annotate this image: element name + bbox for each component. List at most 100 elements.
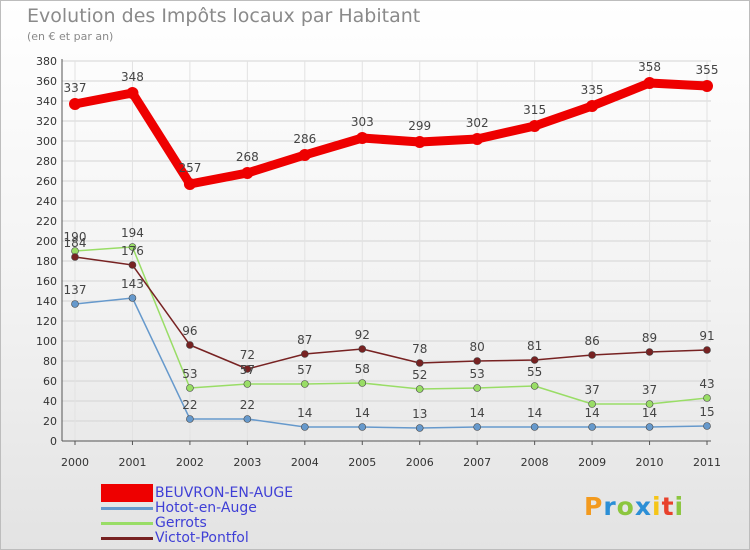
y-tick-label: 20 — [43, 415, 57, 428]
data-label: 53 — [470, 367, 485, 381]
data-label: 190 — [64, 230, 87, 244]
y-tick-label: 340 — [36, 95, 57, 108]
legend-label: Victot-Pontfol — [155, 530, 249, 546]
data-point — [530, 356, 539, 364]
data-point — [186, 384, 194, 392]
data-point — [415, 424, 424, 432]
logo-letter: x — [634, 492, 652, 521]
y-tick-label: 160 — [36, 275, 57, 288]
data-label: 78 — [412, 342, 427, 356]
legend-label: Hotot-en-Auge — [155, 500, 257, 516]
data-label: 52 — [412, 368, 427, 382]
data-point — [413, 136, 426, 148]
data-point — [358, 379, 367, 387]
data-labels: 337 348 257 268 286 303 299 302 315 335 358 355 137 1… — [64, 60, 719, 421]
y-tick-label: 300 — [36, 135, 57, 148]
logo-letter: P — [584, 492, 604, 521]
data-label: 337 — [64, 81, 87, 95]
data-point — [645, 348, 654, 356]
data-point — [358, 345, 367, 353]
data-point — [588, 351, 596, 359]
series-lines — [69, 77, 713, 432]
chart-title: Evolution des Impôts locaux par Habitant — [27, 5, 421, 27]
data-label: 315 — [523, 103, 546, 117]
data-label: 53 — [182, 367, 197, 381]
data-point — [128, 261, 137, 269]
data-label: 80 — [470, 340, 485, 354]
logo-letter: i — [652, 492, 662, 521]
x-tick-label: 2002 — [176, 456, 204, 469]
legend-label: BEUVRON-EN-AUGE — [155, 485, 294, 501]
data-point — [243, 365, 252, 373]
y-tick-label: 80 — [43, 355, 57, 368]
data-label: 55 — [527, 365, 542, 379]
data-label: 22 — [182, 398, 197, 412]
y-tick-label: 280 — [36, 155, 57, 168]
data-point — [473, 357, 481, 365]
data-point — [356, 132, 369, 144]
data-point — [298, 149, 311, 161]
data-label: 184 — [64, 236, 87, 250]
legend-swatch — [101, 484, 153, 502]
data-label: 57 — [297, 363, 312, 377]
data-label: 37 — [584, 383, 599, 397]
data-point — [71, 300, 79, 308]
data-point — [471, 133, 484, 145]
series-line-hotot-en-auge — [74, 297, 708, 429]
data-label: 89 — [642, 331, 657, 345]
y-tick-label: 200 — [36, 235, 57, 248]
data-point — [473, 423, 481, 431]
data-point — [415, 385, 424, 393]
series-line-beuvron-en-auge — [70, 78, 712, 189]
axes — [61, 59, 711, 445]
data-point — [528, 120, 541, 132]
data-label: 96 — [182, 324, 197, 338]
legend-swatch — [101, 506, 153, 510]
data-point — [643, 77, 656, 89]
data-point — [71, 253, 79, 261]
data-label: 92 — [355, 328, 370, 342]
data-point — [703, 394, 711, 402]
data-point — [703, 422, 711, 430]
legend-item: Gerrots — [101, 515, 207, 531]
data-point — [69, 98, 81, 110]
data-label: 37 — [642, 383, 657, 397]
y-tick-label: 220 — [36, 215, 57, 228]
data-label: 299 — [408, 119, 431, 133]
data-label: 176 — [121, 244, 144, 258]
data-point — [358, 423, 367, 431]
x-tick-label: 2008 — [521, 456, 549, 469]
legend-label: Gerrots — [155, 515, 207, 531]
data-label: 268 — [236, 150, 259, 164]
y-tick-label: 180 — [36, 255, 57, 268]
data-label: 355 — [696, 63, 719, 77]
y-tick-label: 0 — [50, 435, 57, 448]
data-label: 57 — [240, 363, 255, 377]
data-label: 14 — [297, 406, 312, 420]
x-tick-label: 2009 — [578, 456, 606, 469]
data-label: 358 — [638, 60, 661, 74]
y-tick-label: 240 — [36, 195, 57, 208]
data-label: 22 — [240, 398, 255, 412]
data-point — [243, 415, 252, 423]
legend-item: BEUVRON-EN-AUGE — [101, 484, 294, 502]
series-line-victot-pontfol — [74, 256, 708, 370]
data-label: 257 — [178, 161, 201, 175]
data-label: 14 — [470, 406, 485, 420]
proxiti-logo: Proxiti — [584, 492, 684, 521]
data-point — [473, 384, 481, 392]
data-point — [243, 380, 252, 388]
data-label: 81 — [527, 339, 542, 353]
x-tick-label: 2005 — [348, 456, 376, 469]
data-label: 303 — [351, 115, 374, 129]
data-point — [183, 178, 196, 190]
data-point — [301, 380, 309, 388]
data-point — [588, 423, 596, 431]
data-label: 14 — [584, 406, 599, 420]
y-tick-label: 360 — [36, 75, 57, 88]
y-tick-label: 120 — [36, 315, 57, 328]
series-line-gerrots — [74, 246, 708, 405]
data-point — [586, 100, 599, 112]
